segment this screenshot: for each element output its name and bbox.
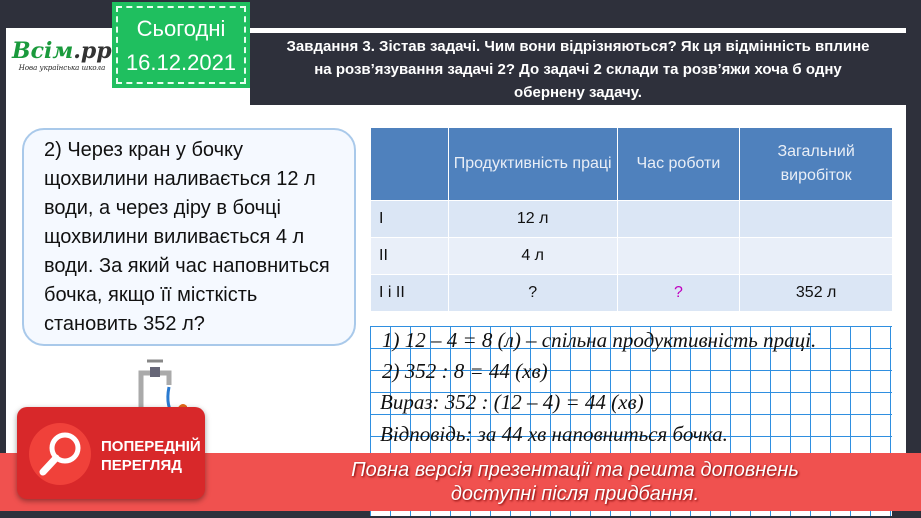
task-title: Завдання 3. Зістав задачі. Чим вони відр…	[250, 33, 906, 105]
solution-step-2: 2) 352 : 8 = 44 (хв)	[382, 359, 548, 383]
table-row: II 4 л	[370, 237, 893, 275]
table-row: I 12 л	[370, 200, 893, 238]
logo: Всім.pptx Нова українська школа	[12, 38, 135, 72]
date-badge: Сьогодні 16.12.2021	[112, 2, 250, 88]
data-table: Продуктивність праці Час роботи Загальний …	[370, 127, 893, 312]
solution-answer: Відповідь: за 44 хв наповниться бочка.	[380, 422, 728, 446]
table-row: I і II?? 352 л	[370, 274, 893, 312]
preview-badge[interactable]: ПОПЕРЕДНІЙ ПЕРЕГЛЯД	[17, 407, 205, 499]
solution-step-1: 1) 12 – 4 = 8 (л) – спільна продуктивніс…	[382, 328, 817, 352]
magnifier-icon	[29, 423, 91, 485]
solution-grid: 1) 12 – 4 = 8 (л) – спільна продуктивніс…	[370, 326, 892, 516]
table-header: Продуктивність праці Час роботи Загальний …	[370, 127, 893, 201]
problem-text: 2) Через кран у бочку щохвилини наливаєт…	[22, 128, 356, 346]
solution-expression: Вираз: 352 : (12 – 4) = 44 (хв)	[380, 390, 644, 414]
